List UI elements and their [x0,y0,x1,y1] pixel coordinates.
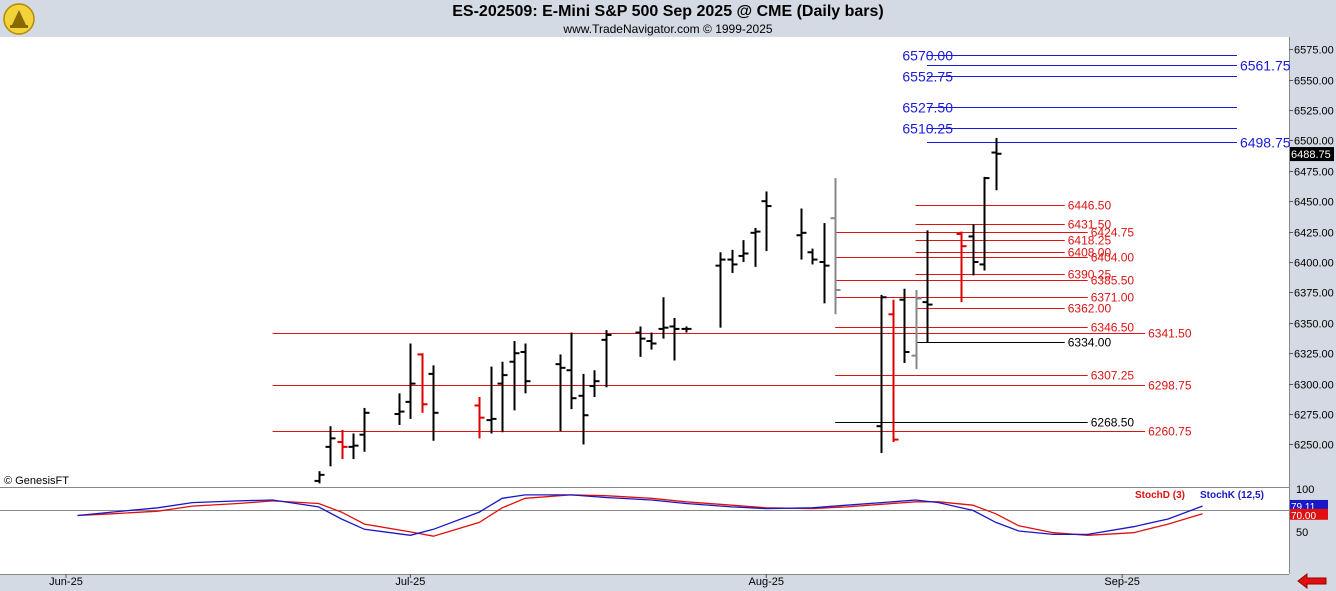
level-label: 6390.25 [1068,268,1112,282]
watermark: © GenesisFT [4,475,69,487]
time-tick-label: Sep-25 [1104,576,1139,588]
price-tick-label: 6525.00 [1294,106,1334,118]
level-label: 6552.75 [902,68,953,84]
price-tick-label: 6375.00 [1294,288,1334,300]
stoch-legend-k: StochK (12,5) [1200,490,1264,501]
level-label: 6446.50 [1068,199,1112,213]
level-label: 6418.25 [1068,234,1112,248]
time-tick-label: Jul-25 [395,576,425,588]
level-label: 6341.50 [1148,327,1192,341]
level-label: 6527.50 [902,99,953,115]
chart-title: ES-202509: E-Mini S&P 500 Sep 2025 @ CME… [452,3,884,20]
level-label: 6346.50 [1091,321,1135,335]
ship-wheel-icon [3,3,35,35]
price-axis: 6250.00 6275.00 6300.00 6325.00 6350.00 6375.… [1289,45,1334,452]
time-axis: Jun-25 Jul-25 Aug-25 Sep-25 [49,574,1140,588]
price-tick-label: 6550.00 [1294,76,1334,88]
price-tick-label: 6450.00 [1294,197,1334,209]
stoch-legend-d: StochD (3) [1135,490,1185,501]
price-tick-label: 6475.00 [1294,167,1334,179]
price-tick-label: 6400.00 [1294,258,1334,270]
last-price-tag [1290,147,1334,162]
price-levels: 6570.00 6561.75 6552.75 6527.50 6510.25 6498.… [272,47,1291,439]
level-label: 6334.00 [1068,336,1112,350]
level-label: 6371.00 [1091,291,1135,305]
time-tick-label: Aug-25 [749,576,784,588]
price-tick-label: 6575.00 [1294,45,1334,57]
time-tick-label: Jun-25 [49,576,83,588]
price-tick-label: 6325.00 [1294,349,1334,361]
level-label: 6404.00 [1091,251,1135,265]
stochd-value-tag [1290,508,1328,520]
level-label: 6385.50 [1091,274,1135,288]
stochk-value-tag [1290,499,1328,511]
stochd-value-label: 70.00 [1291,511,1316,522]
level-label: 6424.75 [1091,226,1135,240]
level-label: 6362.00 [1068,302,1112,316]
stochk-value-label: 79.11 [1291,502,1316,513]
level-label: 6307.25 [1091,369,1135,383]
level-label: 6298.75 [1148,379,1192,393]
level-label: 6510.25 [902,120,953,136]
price-tick-label: 6275.00 [1294,410,1334,422]
price-tick-label: 6250.00 [1294,440,1334,452]
level-label: 6431.50 [1068,218,1112,232]
level-label: 6570.00 [902,47,953,63]
price-tick-label: 6425.00 [1294,228,1334,240]
stoch-tick-label: 50 [1296,527,1308,539]
stoch-line-stochk [77,494,1203,536]
scroll-left-arrow-icon[interactable] [1297,573,1327,589]
chart-subtitle: www.TradeNavigator.com © 1999-2025 [563,22,773,36]
stoch-tick-label: 100 [1296,484,1314,496]
chart-header: ES-202509: E-Mini S&P 500 Sep 2025 @ CME… [0,0,1336,37]
level-label: 6260.75 [1148,425,1192,439]
level-label: 6408.00 [1068,246,1112,260]
stoch-panel-bg [0,488,1289,574]
last-price-label: 6488.75 [1291,149,1331,161]
price-panel-bg [0,37,1289,487]
price-tick-label: 6500.00 [1294,136,1334,148]
price-tick-label: 6350.00 [1294,319,1334,331]
price-bars [314,137,1002,484]
level-label: 6498.75 [1240,134,1291,150]
level-label: 6561.75 [1240,57,1291,73]
level-label: 6268.50 [1091,416,1135,430]
price-tick-label: 6300.00 [1294,380,1334,392]
